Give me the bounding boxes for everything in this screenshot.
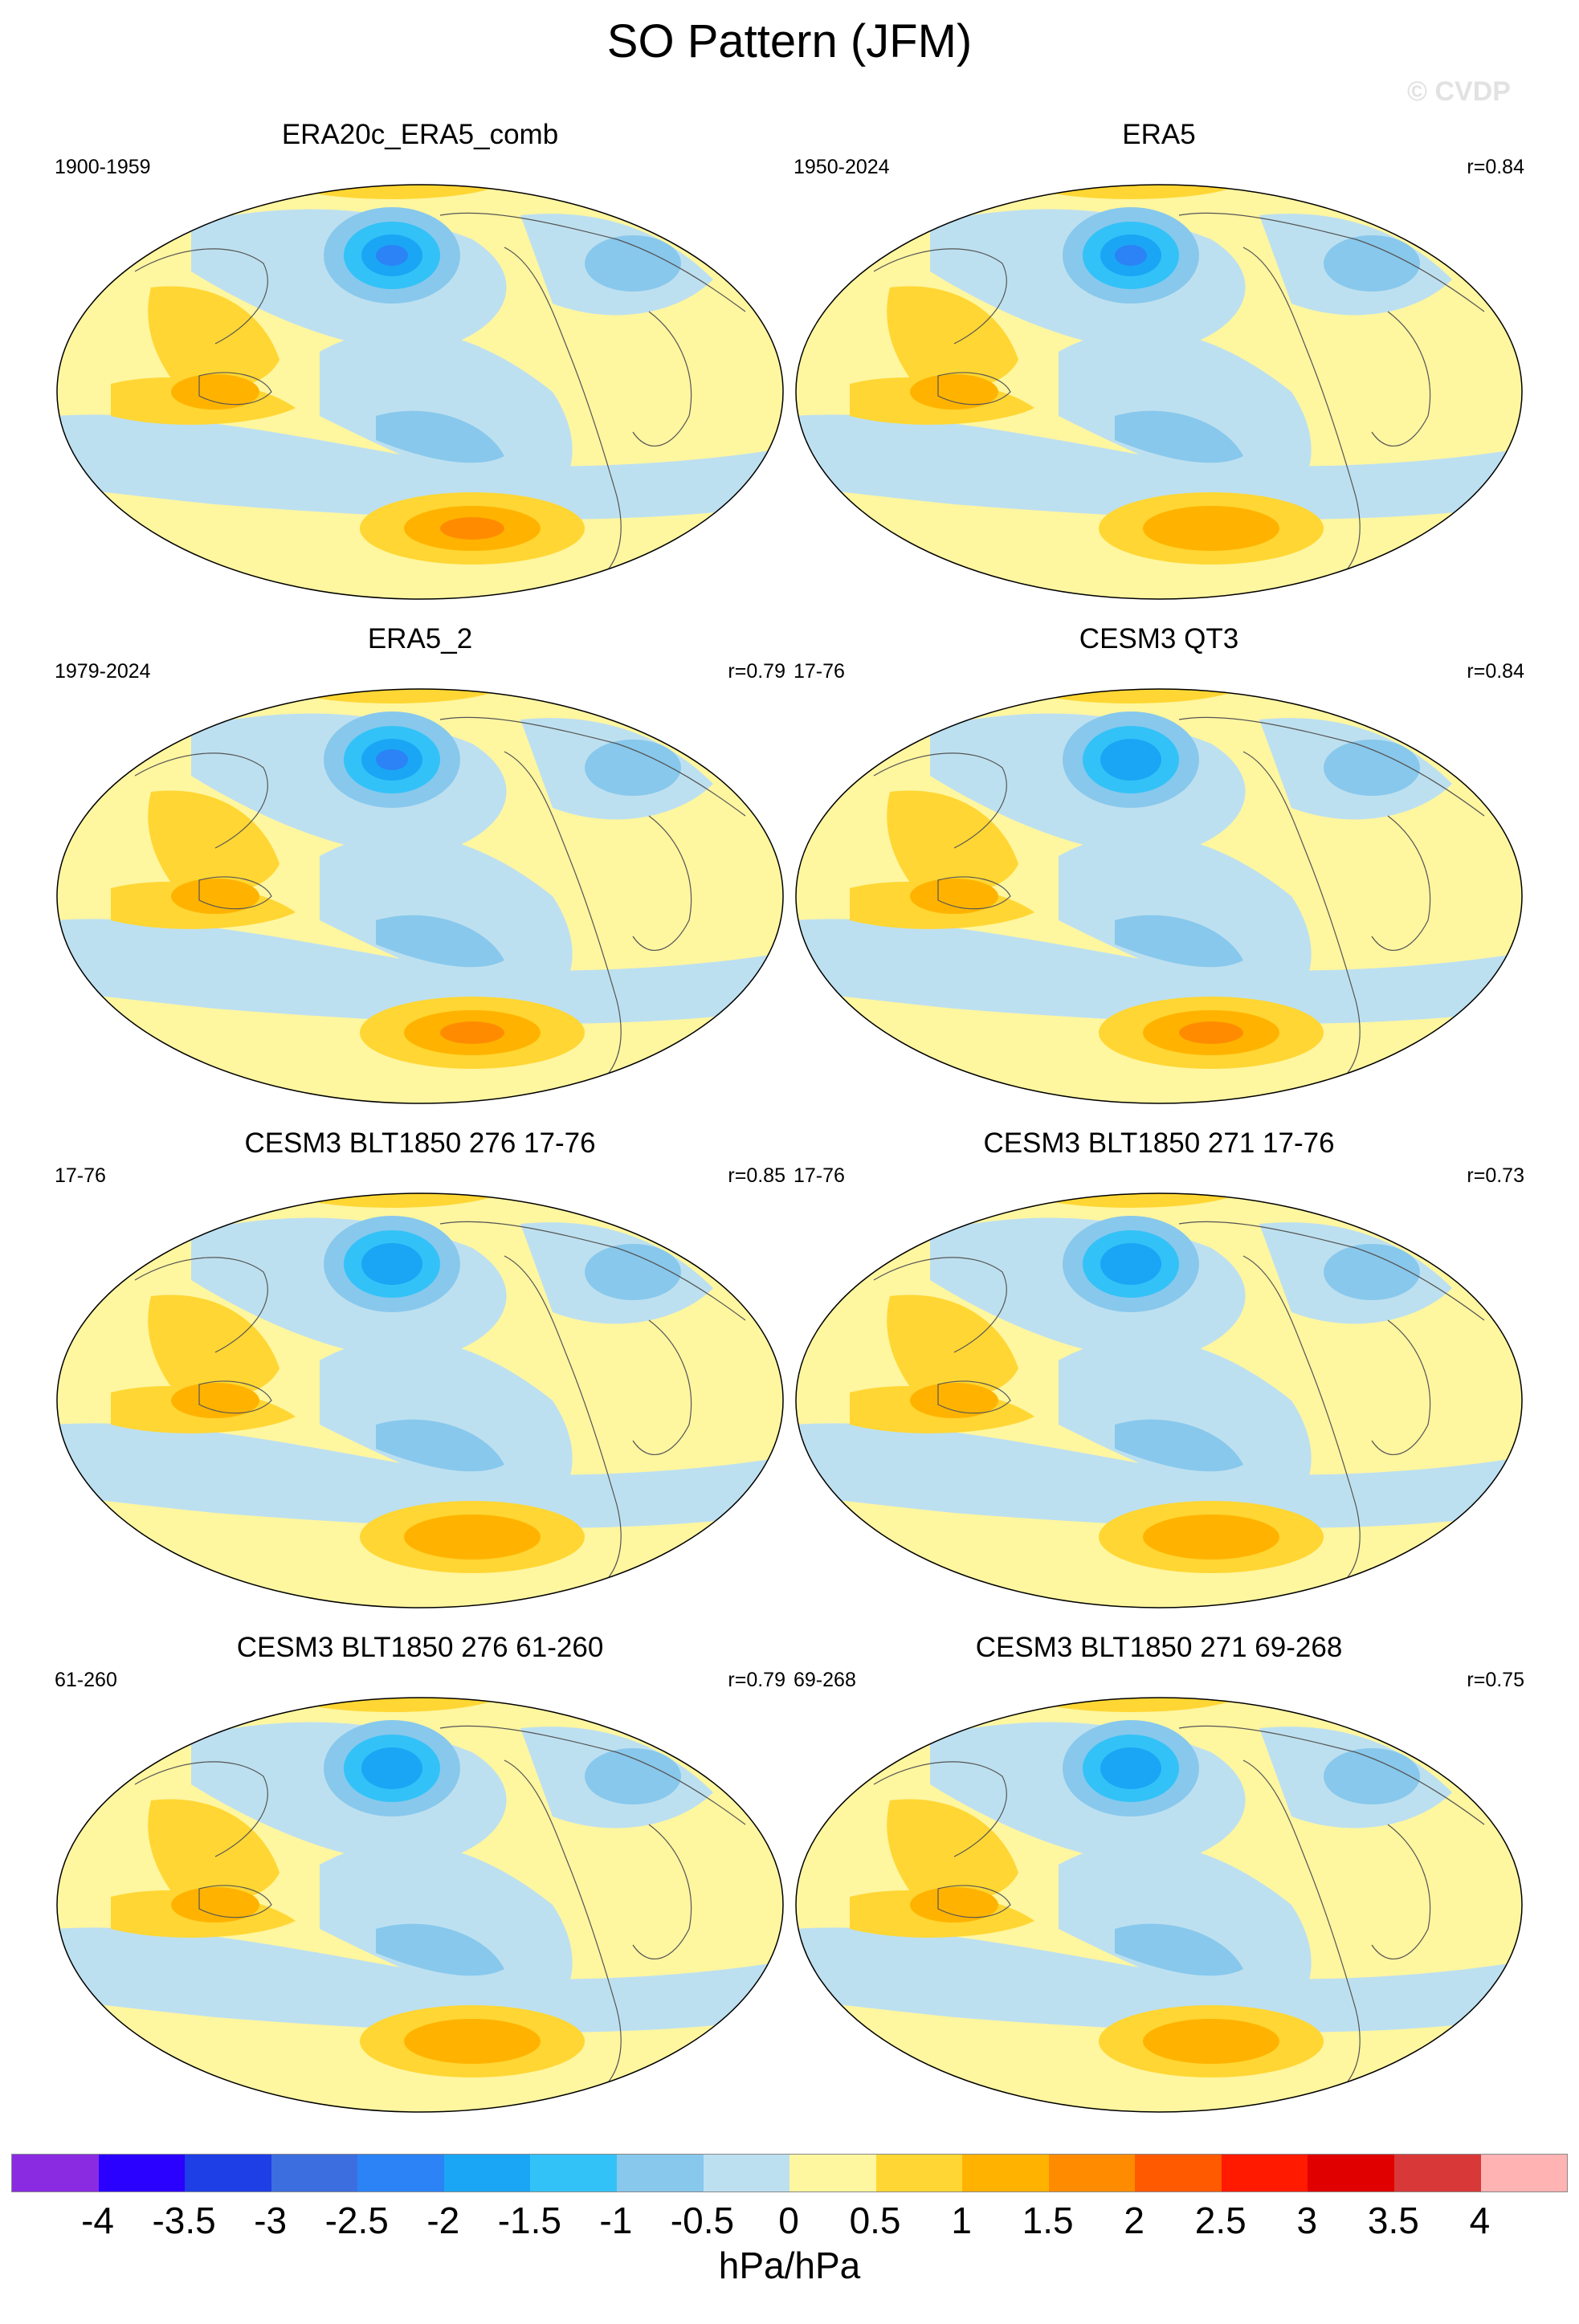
watermark: © CVDP — [1407, 76, 1511, 107]
colorbar-box — [875, 2155, 963, 2191]
colorbar-tick-label: 3.5 — [1367, 2200, 1419, 2241]
colorbar-box — [962, 2155, 1049, 2191]
panel-correlation: r=0.84 — [1467, 660, 1524, 683]
panel-title: CESM3 BLT1850 271 17-76 — [983, 1127, 1335, 1159]
map-panel: ERA20c_ERA5_comb 1900-1959 — [55, 119, 785, 601]
colorbar-box — [443, 2155, 531, 2191]
panel-period: 61-260 — [55, 1669, 117, 1691]
panel-title: CESM3 BLT1850 276 17-76 — [244, 1127, 596, 1159]
global-map — [56, 184, 784, 600]
panel-title: ERA20c_ERA5_comb — [281, 119, 559, 150]
map-contours — [796, 1193, 1522, 1608]
colorbar-units: hPa/hPa — [718, 2244, 861, 2286]
panel-period: 17-76 — [55, 1164, 106, 1187]
colorbar-box — [530, 2155, 617, 2191]
panel-period: 1950-2024 — [794, 156, 890, 178]
colorbar-tick-label: -3.5 — [152, 2200, 216, 2241]
map-panel: ERA5_2 1979-2024 r=0.79 — [55, 623, 785, 1105]
colorbar-tick-label: -4 — [81, 2200, 114, 2241]
colorbar-tick-label: -2.5 — [324, 2200, 389, 2241]
map-contours — [57, 1698, 783, 2112]
map-panel: ERA5 1950-2024 r=0.84 — [794, 119, 1524, 601]
map-contours — [57, 689, 783, 1103]
map-panel: CESM3 BLT1850 276 17-76 17-76 r=0.85 — [55, 1127, 785, 1609]
map-panel: CESM3 BLT1850 271 17-76 17-76 r=0.73 — [794, 1127, 1524, 1609]
colorbar-box — [703, 2155, 790, 2191]
panel-title: CESM3 BLT1850 271 69-268 — [975, 1632, 1343, 1663]
global-map — [795, 184, 1523, 600]
panel-correlation: r=0.73 — [1467, 1164, 1524, 1187]
colorbar-tick-label: 2 — [1124, 2200, 1145, 2241]
colorbar-tick-label: 2.5 — [1194, 2200, 1246, 2241]
global-map — [56, 1697, 784, 2113]
map-panel: CESM3 QT3 17-76 r=0.84 — [794, 623, 1524, 1105]
panel-period: 17-76 — [794, 660, 845, 683]
colorbar-box — [1221, 2155, 1308, 2191]
panel-correlation: r=0.75 — [1467, 1669, 1524, 1691]
colorbar-box — [185, 2155, 271, 2191]
panel-correlation: r=0.84 — [1467, 156, 1524, 178]
colorbar-tick-label: 0 — [778, 2200, 799, 2241]
colorbar-box — [1135, 2155, 1222, 2191]
panel-period: 1979-2024 — [55, 660, 151, 683]
colorbar — [11, 2154, 1568, 2192]
colorbar-tick-label: 4 — [1469, 2200, 1491, 2241]
map-contours — [796, 185, 1522, 599]
global-map — [56, 1193, 784, 1608]
colorbar-tick-label: 1 — [951, 2200, 972, 2241]
map-contours — [796, 689, 1522, 1103]
colorbar-box — [271, 2155, 358, 2191]
panel-period: 1900-1959 — [55, 156, 151, 178]
panel-title: ERA5 — [1122, 119, 1196, 150]
panel-period: 17-76 — [794, 1164, 845, 1187]
colorbar-tick-label: -1 — [599, 2200, 633, 2241]
panel-title: CESM3 BLT1850 276 61-260 — [236, 1632, 604, 1663]
colorbar-tick-label: 3 — [1296, 2200, 1318, 2241]
colorbar-box — [1308, 2155, 1394, 2191]
colorbar-tick-label: -2 — [426, 2200, 460, 2241]
panel-correlation: r=0.85 — [728, 1164, 785, 1187]
colorbar-tick-label: 1.5 — [1022, 2200, 1074, 2241]
colorbar-tick-label: 0.5 — [849, 2200, 901, 2241]
colorbar-box — [357, 2155, 444, 2191]
colorbar-box — [616, 2155, 704, 2191]
panel-title: ERA5_2 — [367, 623, 473, 654]
panel-title: CESM3 QT3 — [1079, 623, 1239, 654]
colorbar-box — [1480, 2155, 1568, 2191]
global-map — [795, 1193, 1523, 1608]
map-panel: CESM3 BLT1850 276 61-260 61-260 r=0.79 — [55, 1632, 785, 2114]
colorbar-tick-label: -1.5 — [497, 2200, 561, 2241]
map-contours — [57, 185, 783, 599]
colorbar-tick-label: -3 — [254, 2200, 288, 2241]
panel-correlation: r=0.79 — [728, 1669, 785, 1691]
global-map — [795, 688, 1523, 1104]
colorbar-box — [1048, 2155, 1136, 2191]
map-contours — [796, 1698, 1522, 2112]
colorbar-tick-label: -0.5 — [670, 2200, 735, 2241]
global-map — [56, 688, 784, 1104]
map-contours — [57, 1193, 783, 1608]
panel-correlation: r=0.79 — [728, 660, 785, 683]
colorbar-labels: -4 -3.5 -3 -2.5 -2 -1.5 -1 -0.5 0 0.5 1 1.5 2 2.5 3 3.5… — [11, 2199, 1566, 2247]
colorbar-box — [98, 2155, 186, 2191]
colorbar-box — [1394, 2155, 1481, 2191]
colorbar-box — [790, 2155, 876, 2191]
colorbar-box — [12, 2155, 99, 2191]
figure-title: SO Pattern (JFM) — [606, 15, 973, 67]
panel-period: 69-268 — [794, 1669, 856, 1691]
map-panel: CESM3 BLT1850 271 69-268 69-268 r=0.75 — [794, 1632, 1524, 2114]
global-map — [795, 1697, 1523, 2113]
